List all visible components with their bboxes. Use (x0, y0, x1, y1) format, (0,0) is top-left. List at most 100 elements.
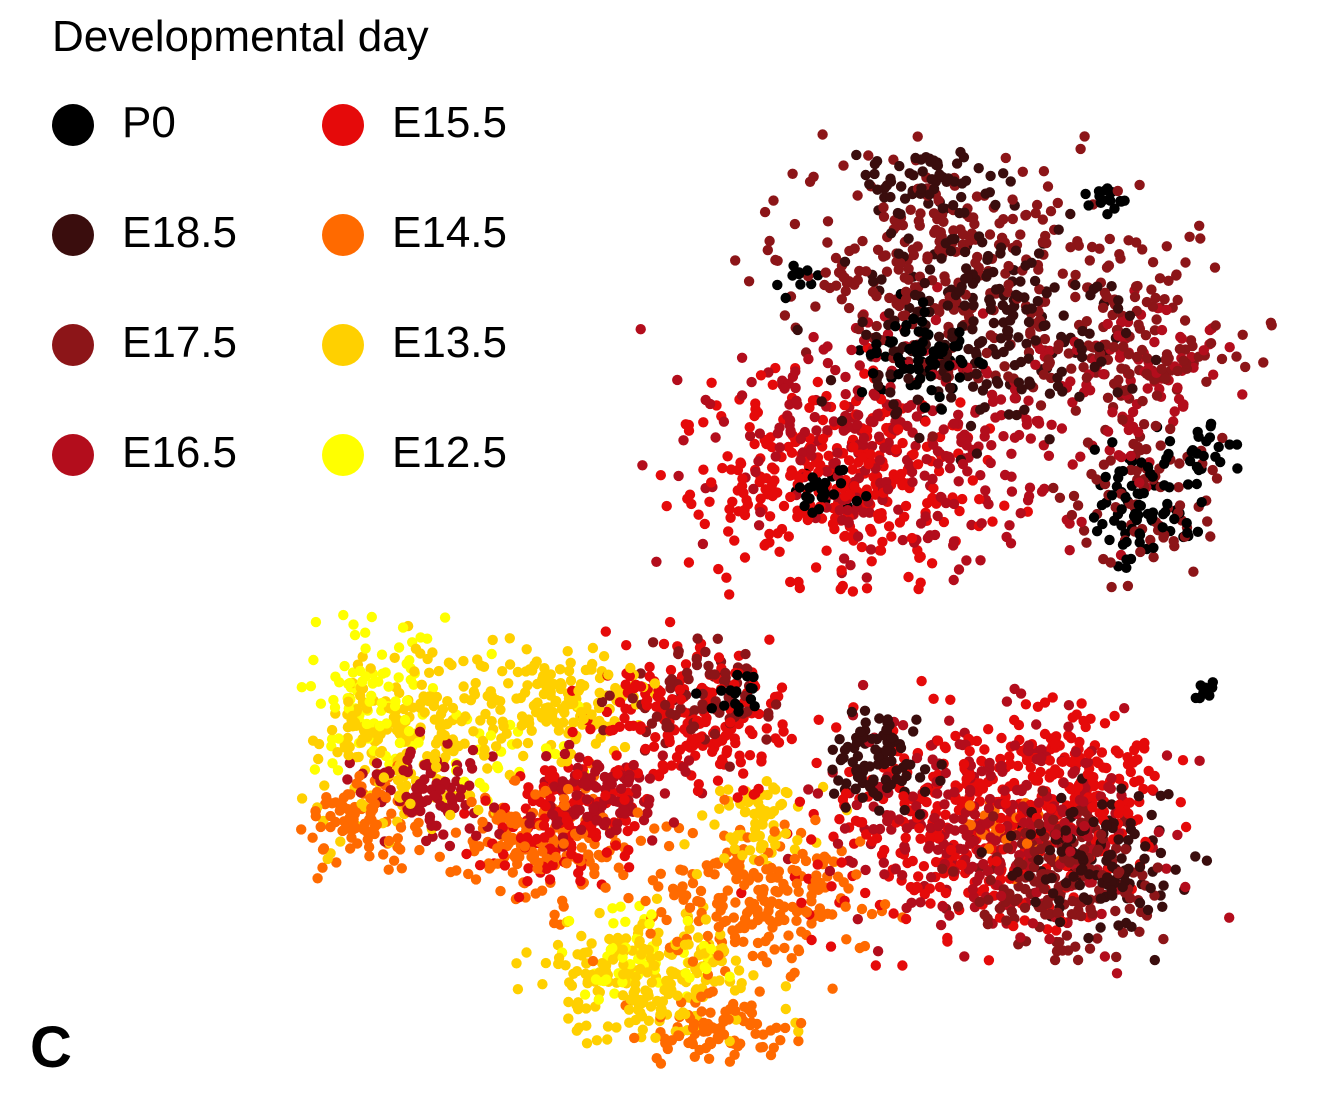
data-point (852, 751, 864, 762)
data-point (1030, 208, 1041, 219)
data-point (582, 755, 594, 767)
data-point (398, 765, 409, 776)
data-point (590, 974, 602, 985)
data-point (318, 843, 330, 854)
data-point (915, 154, 927, 165)
data-point (333, 733, 344, 744)
data-point (1094, 341, 1105, 353)
data-point (948, 536, 960, 547)
data-point (1102, 426, 1114, 437)
data-point (666, 966, 677, 977)
data-point (737, 850, 748, 861)
data-point (764, 537, 775, 548)
data-point (962, 370, 974, 382)
data-point (444, 840, 456, 852)
data-point (356, 798, 367, 809)
data-point (456, 716, 467, 727)
data-point (1052, 343, 1064, 355)
data-point (1107, 437, 1118, 448)
data-point (836, 857, 847, 868)
data-point (1123, 863, 1134, 874)
data-point (1182, 527, 1193, 538)
data-point (803, 353, 814, 365)
data-point (1073, 240, 1085, 251)
data-point (860, 864, 871, 876)
data-point (867, 733, 878, 744)
data-point (943, 173, 954, 184)
data-point (912, 131, 923, 142)
data-point (1164, 436, 1176, 447)
data-point (702, 930, 713, 942)
data-point (744, 845, 756, 856)
data-point (1031, 199, 1043, 211)
data-point (814, 903, 826, 914)
data-point (890, 444, 902, 455)
data-point (761, 473, 772, 484)
data-point (583, 849, 594, 860)
data-point (422, 758, 433, 770)
data-point (496, 733, 507, 744)
data-point (1204, 432, 1216, 443)
data-point (1123, 808, 1134, 819)
data-point (470, 677, 481, 689)
data-point (1085, 290, 1096, 301)
data-point (969, 809, 981, 820)
data-point (828, 458, 839, 469)
data-point (540, 703, 551, 714)
data-point (1019, 292, 1030, 303)
data-point (1117, 414, 1128, 425)
data-point (680, 1009, 691, 1020)
data-point (770, 451, 781, 462)
data-point (1202, 516, 1213, 527)
data-point (1151, 314, 1162, 325)
data-point (897, 437, 908, 449)
data-point (1072, 500, 1084, 511)
data-point (1076, 351, 1088, 363)
data-point (809, 411, 820, 423)
data-point (1097, 518, 1108, 530)
data-point (722, 451, 733, 462)
data-point (694, 732, 706, 743)
data-point (740, 648, 751, 660)
data-point (822, 425, 833, 436)
data-point (700, 914, 712, 925)
data-point (1070, 746, 1082, 758)
data-point (1019, 902, 1031, 913)
data-point (968, 300, 979, 311)
data-point (1079, 131, 1090, 142)
data-point (530, 888, 541, 899)
data-point (394, 737, 406, 749)
data-point (948, 498, 960, 510)
data-point (830, 364, 841, 376)
data-point (985, 304, 997, 315)
data-point (755, 1042, 766, 1053)
data-point (452, 766, 464, 777)
legend-marker (322, 434, 364, 476)
data-point (822, 341, 833, 352)
data-point (793, 1026, 804, 1037)
data-point (761, 776, 772, 787)
data-point (1007, 870, 1018, 881)
data-point (834, 505, 845, 516)
data-point (840, 389, 851, 400)
data-point (1021, 304, 1032, 315)
data-point (1088, 512, 1100, 523)
data-point (1096, 908, 1107, 920)
data-point (634, 963, 646, 975)
data-point (515, 692, 526, 704)
data-point (1127, 406, 1139, 418)
data-point (537, 979, 548, 990)
data-point (890, 864, 901, 875)
data-point (521, 947, 532, 958)
data-point (767, 379, 778, 390)
data-point (753, 884, 764, 896)
data-point (1074, 391, 1085, 402)
data-point (1098, 553, 1109, 565)
data-point (580, 1003, 592, 1014)
data-point (354, 665, 366, 677)
data-point (659, 788, 671, 799)
data-point (1158, 933, 1169, 945)
data-point (587, 642, 599, 654)
data-point (854, 345, 865, 356)
